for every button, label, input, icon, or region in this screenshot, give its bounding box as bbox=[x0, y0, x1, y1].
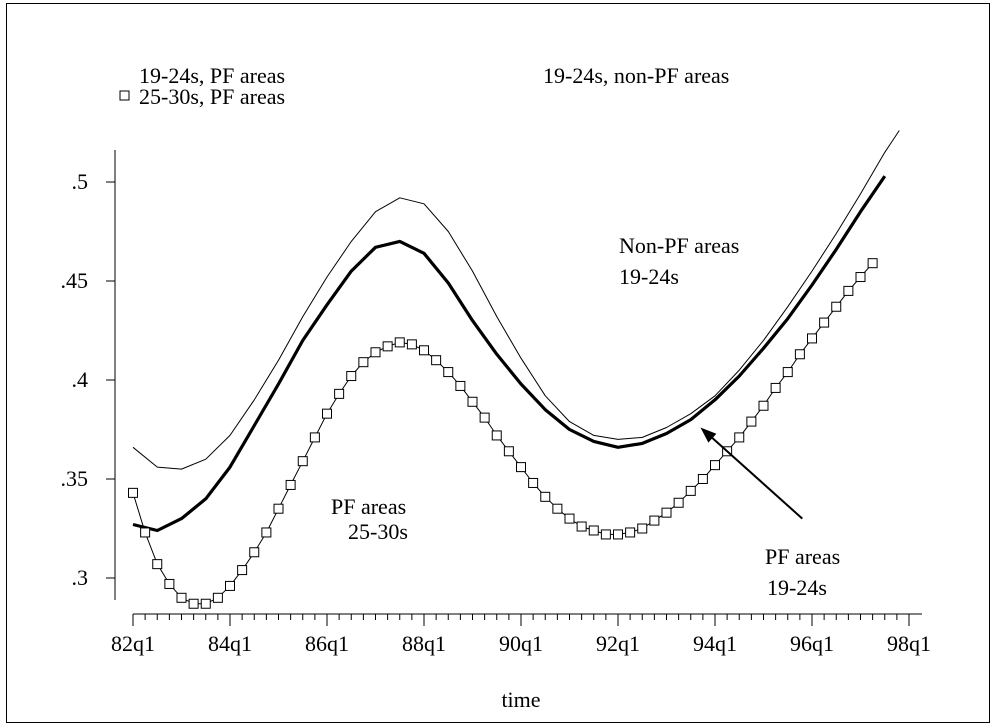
data-point-marker bbox=[540, 491, 551, 502]
annotation-pf-25-30-line2: 25-30s bbox=[348, 519, 408, 544]
data-point-marker bbox=[212, 592, 223, 603]
data-point-marker bbox=[588, 525, 599, 536]
data-point-marker bbox=[685, 485, 696, 496]
data-point-marker bbox=[855, 272, 866, 283]
annotation-nonpf-19-24-line1: Non-PF areas bbox=[619, 233, 739, 258]
data-point-marker bbox=[794, 349, 805, 360]
legend-label-pf-25-30: 25-30s, PF areas bbox=[139, 84, 285, 109]
data-point-marker bbox=[807, 333, 817, 344]
x-tick-label: 88q1 bbox=[402, 631, 446, 656]
data-point-marker bbox=[297, 456, 308, 467]
data-point-marker bbox=[758, 400, 769, 411]
y-tick-label: .3 bbox=[72, 565, 89, 590]
data-point-marker bbox=[455, 380, 466, 391]
data-point-marker bbox=[734, 432, 745, 443]
series-line-0 bbox=[132, 130, 900, 470]
y-tick-label: .35 bbox=[61, 466, 89, 491]
data-point-marker bbox=[710, 460, 720, 471]
data-point-marker bbox=[819, 317, 830, 328]
series-line-1 bbox=[132, 175, 887, 533]
data-point-marker bbox=[746, 416, 757, 427]
data-point-marker bbox=[613, 529, 623, 540]
data-point-marker bbox=[322, 408, 332, 419]
data-point-marker bbox=[552, 503, 563, 514]
data-point-marker bbox=[443, 367, 454, 378]
data-point-marker bbox=[697, 474, 708, 484]
data-point-marker bbox=[503, 446, 514, 457]
legend-label-pf-19-24: 19-24s, PF areas bbox=[139, 63, 285, 88]
data-point-marker bbox=[358, 357, 369, 368]
data-point-marker bbox=[491, 430, 502, 441]
x-axis-title: time bbox=[501, 687, 540, 712]
data-point-marker bbox=[431, 355, 442, 366]
data-point-marker bbox=[637, 523, 648, 534]
data-point-marker bbox=[249, 547, 260, 558]
data-point-marker bbox=[334, 388, 345, 399]
annotation-arrow-line bbox=[707, 433, 803, 520]
data-point-marker bbox=[152, 559, 163, 570]
data-point-marker bbox=[285, 479, 296, 490]
data-point-marker bbox=[200, 598, 211, 609]
data-point-marker bbox=[661, 507, 672, 518]
data-point-marker bbox=[673, 497, 684, 508]
data-point-marker bbox=[770, 382, 781, 393]
data-point-marker bbox=[309, 432, 320, 443]
x-tick-label: 90q1 bbox=[499, 631, 543, 656]
x-tick-label: 94q1 bbox=[693, 631, 737, 656]
data-point-marker bbox=[564, 513, 575, 524]
data-point-marker bbox=[867, 258, 878, 269]
data-point-marker bbox=[419, 345, 429, 356]
x-tick-label: 84q1 bbox=[208, 631, 252, 656]
data-point-marker bbox=[188, 598, 199, 609]
chart-frame bbox=[6, 3, 990, 723]
annotation-arrow-head bbox=[700, 427, 717, 443]
legend-square-icon bbox=[119, 90, 130, 101]
data-point-marker bbox=[261, 527, 272, 538]
x-tick-label: 96q1 bbox=[790, 631, 834, 656]
annotation-nonpf-19-24-line2: 19-24s bbox=[619, 264, 679, 289]
y-tick-label: .45 bbox=[61, 268, 89, 293]
x-tick-label: 86q1 bbox=[305, 631, 349, 656]
data-point-marker bbox=[237, 565, 248, 576]
data-point-marker bbox=[406, 339, 417, 350]
y-tick-label: .5 bbox=[72, 169, 89, 194]
data-point-marker bbox=[467, 396, 478, 407]
data-point-marker bbox=[625, 527, 636, 538]
data-point-marker bbox=[843, 285, 854, 296]
data-point-marker bbox=[479, 412, 490, 423]
data-point-marker bbox=[176, 592, 187, 603]
data-point-marker bbox=[600, 529, 611, 540]
data-point-marker bbox=[370, 347, 381, 358]
annotation-pf-25-30-line1: PF areas bbox=[331, 494, 406, 519]
annotation-pf-19-24-line1: PF areas bbox=[765, 544, 840, 569]
x-tick-label: 82q1 bbox=[111, 631, 155, 656]
data-point-marker bbox=[225, 580, 235, 591]
data-point-marker bbox=[528, 477, 539, 488]
data-point-marker bbox=[576, 521, 587, 532]
legend-label-nonpf-19-24: 19-24s, non-PF areas bbox=[543, 63, 729, 88]
series-line-2 bbox=[132, 262, 873, 605]
x-tick-label: 98q1 bbox=[887, 631, 931, 656]
annotation-pf-19-24-line2: 19-24s bbox=[767, 575, 827, 600]
data-point-marker bbox=[164, 578, 175, 589]
x-tick-label: 92q1 bbox=[596, 631, 640, 656]
data-point-marker bbox=[649, 515, 660, 526]
data-point-marker bbox=[346, 371, 357, 382]
data-point-marker bbox=[516, 462, 526, 473]
data-point-marker bbox=[394, 337, 405, 348]
data-point-marker bbox=[128, 487, 138, 498]
data-point-marker bbox=[382, 341, 393, 352]
data-point-marker bbox=[273, 503, 284, 514]
data-point-marker bbox=[831, 301, 842, 312]
data-point-marker bbox=[140, 527, 151, 538]
data-point-marker bbox=[782, 367, 793, 378]
y-tick-label: .4 bbox=[72, 367, 89, 392]
